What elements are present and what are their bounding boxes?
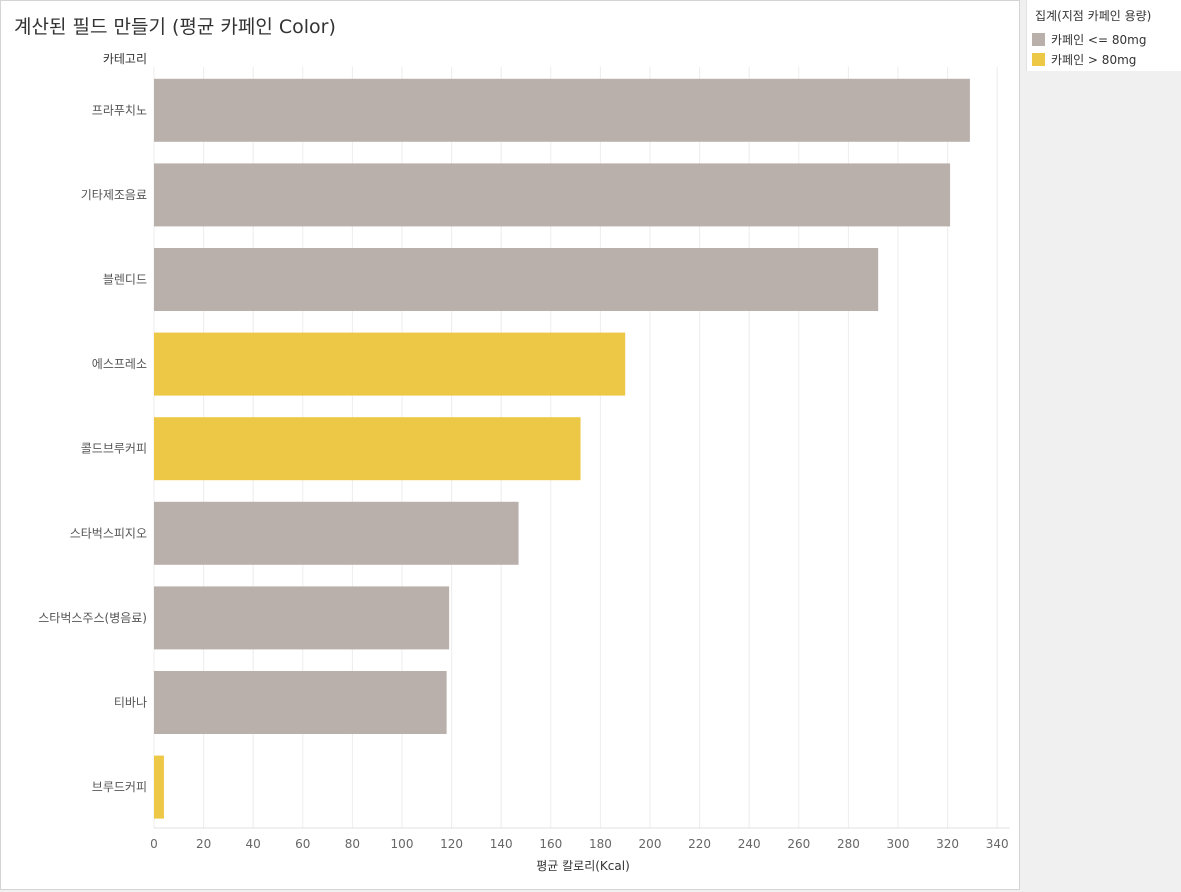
category-label: 프라푸치노	[92, 103, 147, 117]
bar[interactable]	[154, 248, 879, 311]
bar[interactable]	[154, 671, 447, 734]
x-tick-label: 20	[196, 837, 211, 851]
legend-label-high: 카페인 > 80mg	[1051, 52, 1137, 67]
x-axis-title: 평균 칼로리(Kcal)	[536, 859, 630, 873]
legend-swatch-high	[1032, 52, 1045, 66]
legend-item-high-caffeine[interactable]: 카페인 > 80mg	[1032, 51, 1136, 67]
bar-chart: 프라푸치노기타제조음료블렌디드에스프레소콜드브루커피스타벅스피지오스타벅스주스(…	[38, 52, 1010, 873]
bar[interactable]	[154, 417, 581, 481]
legend-label-low: 카페인 <= 80mg	[1051, 32, 1147, 47]
category-label: 블렌디드	[103, 273, 147, 287]
legend-item-low-caffeine[interactable]: 카페인 <= 80mg	[1032, 31, 1146, 47]
x-tick-label: 220	[688, 837, 711, 851]
x-tick-label: 260	[787, 837, 810, 851]
color-legend: 집계(지점 카페인 용량) 카페인 <= 80mg 카페인 > 80mg	[1026, 0, 1181, 71]
bar[interactable]	[154, 163, 951, 227]
bar[interactable]	[154, 501, 519, 565]
x-tick-label: 180	[589, 837, 612, 851]
category-label: 스타벅스피지오	[70, 526, 147, 540]
x-tick-label: 80	[345, 837, 360, 851]
x-tick-label: 240	[738, 837, 761, 851]
category-label: 에스프레소	[92, 357, 147, 371]
bar[interactable]	[154, 755, 164, 819]
category-label: 티바나	[114, 696, 147, 710]
category-label: 콜드브루커피	[81, 442, 147, 456]
x-tick-label: 140	[490, 837, 513, 851]
category-label: 기타제조음료	[81, 188, 147, 202]
chart-title: 계산된 필드 만들기 (평균 카페인 Color)	[14, 16, 336, 38]
x-tick-label: 340	[986, 837, 1009, 851]
x-tick-label: 320	[936, 837, 959, 851]
x-tick-label: 300	[887, 837, 910, 851]
x-tick-label: 280	[837, 837, 860, 851]
x-tick-label: 40	[246, 837, 261, 851]
bar[interactable]	[154, 332, 626, 396]
x-tick-label: 100	[391, 837, 414, 851]
bar[interactable]	[154, 586, 450, 650]
bar[interactable]	[154, 78, 970, 142]
x-tick-label: 60	[295, 837, 310, 851]
x-tick-label: 120	[440, 837, 463, 851]
legend-title: 집계(지점 카페인 용량)	[1035, 9, 1152, 23]
category-label: 스타벅스주스(병음료)	[38, 611, 147, 625]
legend-swatch-low	[1032, 32, 1045, 46]
x-tick-label: 200	[639, 837, 662, 851]
category-label: 브루드커피	[92, 780, 147, 794]
x-tick-label: 0	[150, 837, 158, 851]
category-axis-title: 카테고리	[103, 52, 147, 66]
x-tick-label: 160	[539, 837, 562, 851]
